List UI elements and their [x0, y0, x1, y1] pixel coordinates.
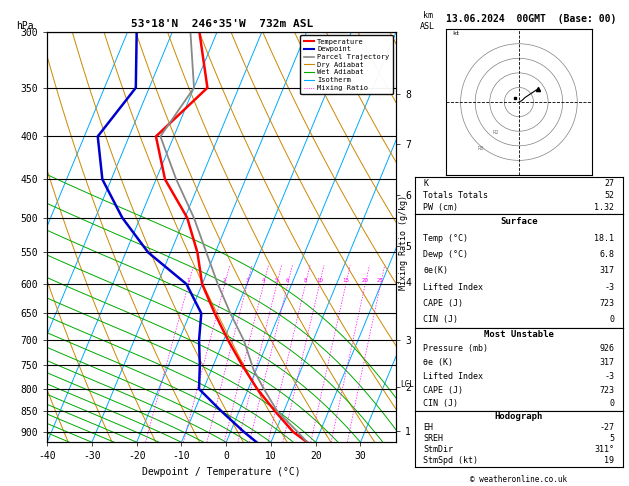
Text: CIN (J): CIN (J): [423, 399, 459, 408]
Text: 723: 723: [599, 299, 615, 308]
Text: 0: 0: [610, 315, 615, 324]
Text: hPa: hPa: [16, 21, 33, 31]
Text: Totals Totals: Totals Totals: [423, 191, 489, 200]
Text: km
ASL: km ASL: [420, 11, 435, 31]
Text: Mixing Ratio (g/kg): Mixing Ratio (g/kg): [399, 195, 408, 291]
Text: 10: 10: [316, 278, 323, 283]
Text: CIN (J): CIN (J): [423, 315, 459, 324]
Text: 1: 1: [187, 278, 190, 283]
Text: 25: 25: [377, 278, 384, 283]
Text: 317: 317: [599, 266, 615, 276]
Text: 8: 8: [304, 278, 307, 283]
Text: 311°: 311°: [594, 445, 615, 454]
Text: Hodograph: Hodograph: [495, 412, 543, 421]
Legend: Temperature, Dewpoint, Parcel Trajectory, Dry Adiabat, Wet Adiabat, Isotherm, Mi: Temperature, Dewpoint, Parcel Trajectory…: [301, 35, 392, 94]
Text: 6: 6: [286, 278, 289, 283]
Text: 0: 0: [610, 399, 615, 408]
Text: θe(K): θe(K): [423, 266, 448, 276]
Text: R2: R2: [493, 130, 499, 135]
Text: CAPE (J): CAPE (J): [423, 299, 464, 308]
Text: θe (K): θe (K): [423, 358, 454, 367]
Text: SREH: SREH: [423, 434, 443, 443]
Text: 18.1: 18.1: [594, 234, 615, 243]
Text: StmSpd (kt): StmSpd (kt): [423, 456, 479, 466]
Text: 20: 20: [362, 278, 369, 283]
Text: 52: 52: [604, 191, 615, 200]
Text: R8: R8: [478, 146, 484, 151]
Text: 1.32: 1.32: [594, 203, 615, 212]
Text: 4: 4: [262, 278, 265, 283]
Text: -3: -3: [604, 283, 615, 292]
Text: Lifted Index: Lifted Index: [423, 283, 484, 292]
Text: PW (cm): PW (cm): [423, 203, 459, 212]
Text: -27: -27: [599, 423, 615, 432]
Text: 2: 2: [223, 278, 226, 283]
Text: 6.8: 6.8: [599, 250, 615, 259]
Text: 19: 19: [604, 456, 615, 466]
Text: CAPE (J): CAPE (J): [423, 385, 464, 395]
Text: 13.06.2024  00GMT  (Base: 00): 13.06.2024 00GMT (Base: 00): [447, 14, 616, 24]
Text: 15: 15: [342, 278, 350, 283]
Text: Temp (°C): Temp (°C): [423, 234, 469, 243]
X-axis label: Dewpoint / Temperature (°C): Dewpoint / Temperature (°C): [142, 467, 301, 477]
Text: -3: -3: [604, 372, 615, 381]
Text: 27: 27: [604, 179, 615, 188]
Text: 5: 5: [610, 434, 615, 443]
Text: Pressure (mb): Pressure (mb): [423, 344, 489, 353]
Text: Lifted Index: Lifted Index: [423, 372, 484, 381]
Text: Surface: Surface: [500, 218, 538, 226]
Text: K: K: [423, 179, 428, 188]
Text: 5: 5: [275, 278, 279, 283]
Text: 3: 3: [245, 278, 249, 283]
Text: kt: kt: [452, 31, 459, 36]
Text: 723: 723: [599, 385, 615, 395]
Text: Most Unstable: Most Unstable: [484, 330, 554, 339]
Text: LCL: LCL: [400, 380, 414, 389]
Text: 926: 926: [599, 344, 615, 353]
Text: © weatheronline.co.uk: © weatheronline.co.uk: [470, 474, 567, 484]
Text: StmDir: StmDir: [423, 445, 454, 454]
Text: Dewp (°C): Dewp (°C): [423, 250, 469, 259]
Text: 317: 317: [599, 358, 615, 367]
Text: EH: EH: [423, 423, 433, 432]
Title: 53°18'N  246°35'W  732m ASL: 53°18'N 246°35'W 732m ASL: [131, 19, 313, 30]
